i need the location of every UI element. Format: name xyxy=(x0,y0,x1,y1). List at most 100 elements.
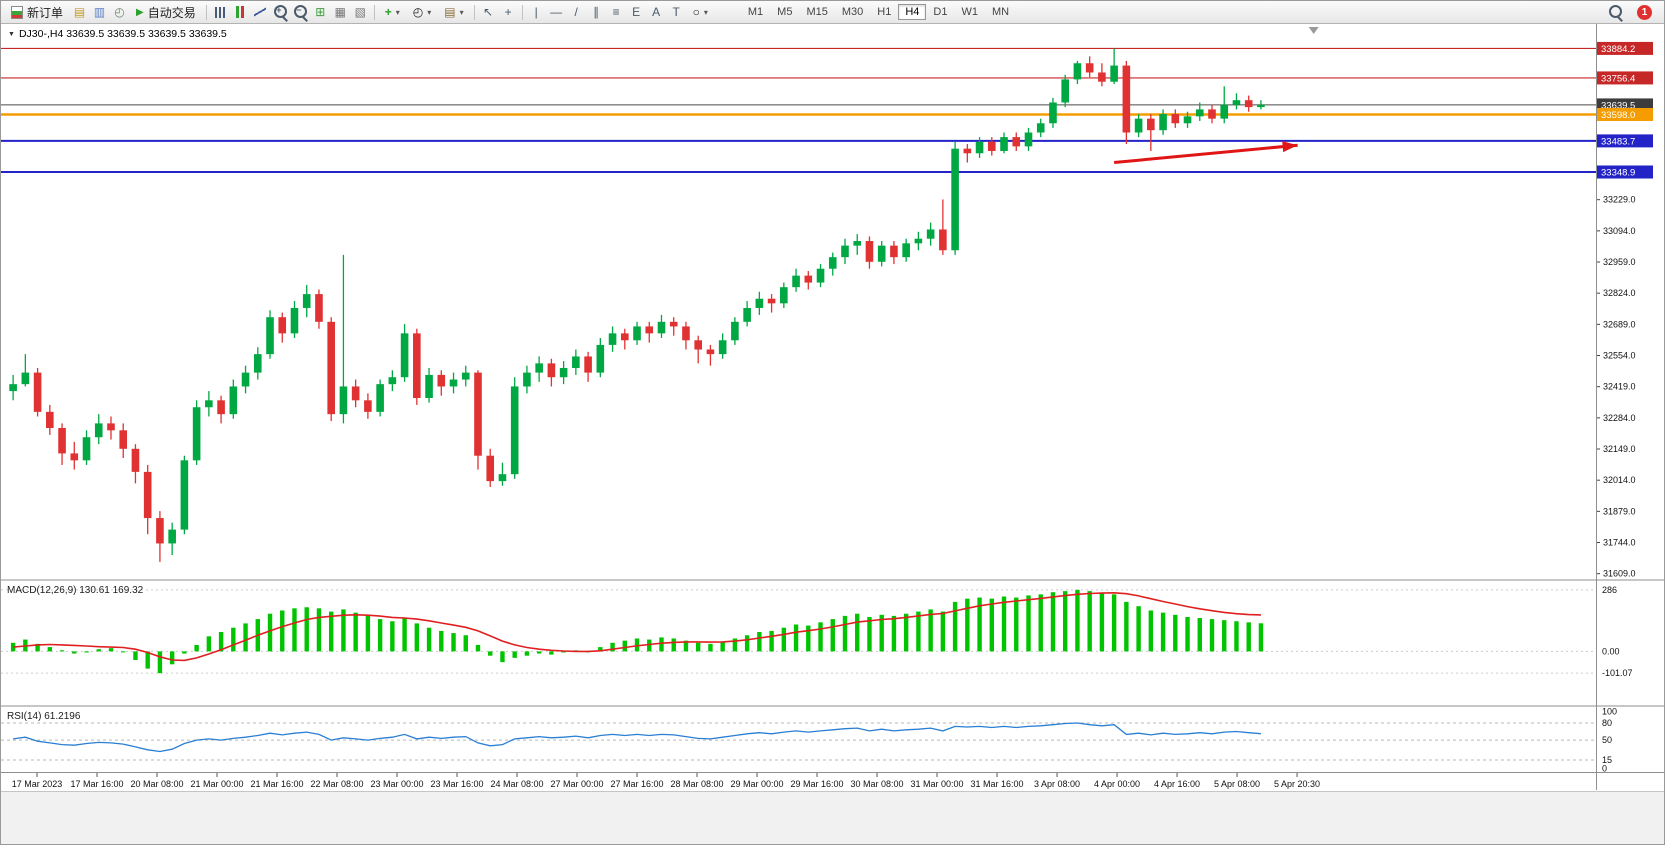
timeframe-button-h4[interactable]: H4 xyxy=(898,4,927,20)
timeframe-button-m5[interactable]: M5 xyxy=(770,4,799,20)
macd-bar xyxy=(744,635,750,652)
candle-body xyxy=(1024,132,1033,147)
collapse-ohlc-icon[interactable]: ▼ xyxy=(8,30,15,38)
candle-body xyxy=(755,298,764,308)
data-window-icon[interactable]: ▥ xyxy=(93,5,106,19)
periods-button[interactable]: ◴ ▾ xyxy=(407,3,438,21)
label-tool-icon[interactable]: T xyxy=(672,5,680,19)
macd-bar xyxy=(488,651,493,656)
candle-body xyxy=(376,384,384,412)
candle-body xyxy=(143,471,152,519)
ohlc-text: DJ30-,H4 33639.5 33639.5 33639.5 33639.5 xyxy=(18,28,227,40)
timeframe-button-d1[interactable]: D1 xyxy=(926,4,954,20)
candle-body xyxy=(608,333,617,345)
vertical-line-tool-icon[interactable]: | xyxy=(534,5,538,19)
cursor-tool-icon[interactable]: ↖ xyxy=(483,5,494,19)
candle-body xyxy=(1257,104,1265,108)
timeframe-button-m30[interactable]: M30 xyxy=(835,4,870,20)
bar-chart-icon[interactable] xyxy=(211,3,230,22)
notification-badge[interactable]: 1 xyxy=(1637,4,1652,20)
macd-bar xyxy=(1099,593,1105,652)
zoom-in-icon[interactable]: + xyxy=(271,3,290,22)
autotrading-button[interactable]: ▶ 自动交易 xyxy=(130,2,202,23)
macd-bar xyxy=(720,641,725,652)
crosshair-tool-icon[interactable]: + xyxy=(504,5,512,19)
x-axis-label: 5 Apr 20:30 xyxy=(1274,779,1320,789)
macd-bar xyxy=(855,613,860,652)
chart-background xyxy=(1,24,1664,844)
fibonacci-tool-icon[interactable]: ≡ xyxy=(612,5,620,19)
zoom-out-icon[interactable]: − xyxy=(291,3,310,22)
new-order-icon xyxy=(11,5,23,19)
search-icon[interactable] xyxy=(1606,3,1625,22)
x-axis-label: 29 Mar 16:00 xyxy=(791,779,844,789)
candle-body xyxy=(682,326,690,341)
templates-button[interactable]: ▤ ▾ xyxy=(438,3,469,21)
timeframe-button-m1[interactable]: M1 xyxy=(741,4,770,20)
line-chart-icon[interactable] xyxy=(251,3,270,22)
autotrading-label: 自动交易 xyxy=(147,5,196,20)
profiles-icon[interactable]: ▤ xyxy=(73,5,86,19)
navigator-icon[interactable]: ◴ xyxy=(114,5,125,19)
macd-bar xyxy=(439,630,444,652)
price-badge xyxy=(1597,41,1653,55)
x-axis-label: 27 Mar 16:00 xyxy=(611,779,664,789)
text-tool-icon[interactable]: A xyxy=(652,5,661,19)
macd-bar xyxy=(1185,616,1190,652)
macd-bar xyxy=(524,651,530,656)
candle-body xyxy=(633,326,641,341)
candle-body xyxy=(486,455,495,482)
candle-body xyxy=(669,321,678,327)
rsi-line xyxy=(13,722,1261,753)
candle-body xyxy=(33,372,42,412)
x-axis-label: 21 Mar 16:00 xyxy=(250,779,303,789)
candle-body xyxy=(1147,118,1155,131)
chevron-down-icon: ▾ xyxy=(427,7,432,17)
rsi-indicator-label: RSI(14) 61.2196 xyxy=(7,711,81,722)
candle-body xyxy=(1000,137,1008,151)
cascade-windows-icon[interactable]: ▧ xyxy=(354,5,366,19)
shift-marker-icon[interactable] xyxy=(1308,27,1319,34)
timeframe-button-h1[interactable]: H1 xyxy=(870,4,898,20)
macd-bar xyxy=(1173,614,1178,652)
price-badge-label: 33348.9 xyxy=(1601,168,1635,179)
elliott-wave-tool-icon[interactable]: E xyxy=(632,5,641,19)
macd-bar xyxy=(121,651,126,653)
macd-bar xyxy=(1038,594,1043,652)
candle-body xyxy=(315,294,323,322)
timeframe-button-mn[interactable]: MN xyxy=(985,4,1016,20)
channel-tool-icon[interactable]: ∥ xyxy=(593,5,600,19)
candle-body xyxy=(535,363,543,373)
rsi-scale-label: 0 xyxy=(1602,764,1607,774)
toolbar-separator xyxy=(205,4,207,20)
x-axis-label: 4 Apr 00:00 xyxy=(1094,779,1140,789)
horizontal-line-tool-icon[interactable]: — xyxy=(550,5,563,19)
timeframe-button-m15[interactable]: M15 xyxy=(799,4,834,20)
candle-body xyxy=(1232,100,1241,105)
candle-body xyxy=(266,317,274,355)
trend-arrow[interactable] xyxy=(1113,143,1298,165)
price-badge xyxy=(1597,71,1653,85)
tile-windows-icon[interactable]: ⊞ xyxy=(315,5,326,19)
candle-body xyxy=(241,372,250,387)
macd-bar xyxy=(965,598,970,652)
shapes-tool-button[interactable]: ○ ▾ xyxy=(687,3,714,21)
macd-bar xyxy=(365,615,371,652)
candle-body xyxy=(437,374,446,387)
candle-body xyxy=(523,372,531,387)
trend-arrow-head xyxy=(1282,141,1298,153)
candle-body xyxy=(425,374,433,399)
candlestick-chart-icon[interactable] xyxy=(231,3,250,22)
timeframe-button-w1[interactable]: W1 xyxy=(954,4,985,20)
new-order-button[interactable]: 新订单 xyxy=(5,2,69,23)
price-badge-label: 33884.2 xyxy=(1601,44,1635,55)
x-axis-label: 23 Mar 00:00 xyxy=(370,779,423,789)
macd-scale-label: -101.07 xyxy=(1602,668,1633,678)
add-indicator-button[interactable]: + ▾ xyxy=(379,3,406,21)
rsi-scale-label: 50 xyxy=(1602,735,1612,745)
macd-bar xyxy=(671,638,676,652)
trendline-tool-icon[interactable]: / xyxy=(574,5,578,19)
arrange-windows-icon[interactable]: ▦ xyxy=(334,5,346,19)
add-indicator-plus-icon: + xyxy=(384,5,392,19)
macd-bar xyxy=(1124,601,1129,652)
